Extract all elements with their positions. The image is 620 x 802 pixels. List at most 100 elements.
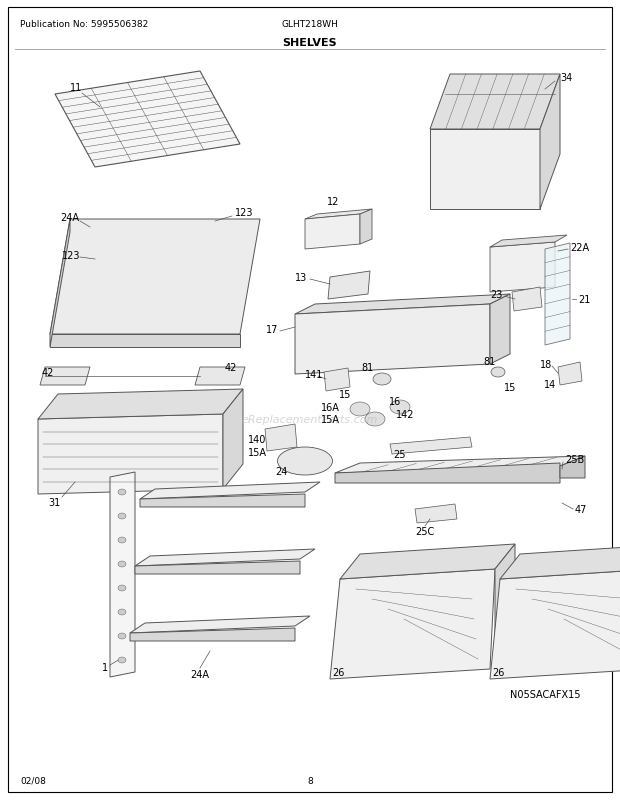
Polygon shape	[135, 561, 300, 574]
Text: 123: 123	[235, 208, 254, 217]
Polygon shape	[335, 456, 585, 473]
Polygon shape	[38, 415, 223, 494]
Polygon shape	[545, 244, 570, 346]
Polygon shape	[490, 236, 567, 248]
Polygon shape	[500, 545, 620, 579]
Polygon shape	[495, 545, 515, 659]
Text: 34: 34	[560, 73, 572, 83]
Text: GLHT218WH: GLHT218WH	[281, 20, 339, 29]
Text: 141: 141	[305, 370, 324, 379]
Polygon shape	[110, 472, 135, 677]
Text: 25C: 25C	[415, 526, 435, 537]
Ellipse shape	[278, 448, 332, 476]
Text: 15: 15	[339, 390, 351, 399]
Polygon shape	[305, 210, 372, 220]
Text: N05SACAFX15: N05SACAFX15	[510, 689, 580, 699]
Text: 16: 16	[389, 396, 401, 407]
Polygon shape	[295, 294, 510, 314]
Polygon shape	[324, 369, 350, 391]
Polygon shape	[305, 215, 360, 249]
Text: 25: 25	[394, 449, 406, 460]
Text: 42: 42	[42, 367, 55, 378]
Text: 142: 142	[396, 410, 414, 419]
Text: 14: 14	[544, 379, 556, 390]
Text: eReplacementParts.com: eReplacementParts.com	[242, 415, 378, 424]
Text: 17: 17	[265, 325, 278, 334]
Polygon shape	[415, 504, 457, 524]
Polygon shape	[335, 464, 560, 484]
Polygon shape	[490, 294, 510, 365]
Ellipse shape	[118, 489, 126, 496]
Text: 12: 12	[327, 196, 339, 207]
Text: 81: 81	[484, 357, 496, 367]
Polygon shape	[140, 482, 320, 500]
Text: SHELVES: SHELVES	[283, 38, 337, 48]
Polygon shape	[430, 75, 560, 130]
Text: 24: 24	[276, 467, 288, 476]
Polygon shape	[135, 549, 315, 566]
Polygon shape	[130, 616, 310, 634]
Polygon shape	[38, 390, 243, 419]
Polygon shape	[50, 220, 70, 347]
Text: 18: 18	[540, 359, 552, 370]
Text: 15A: 15A	[248, 448, 267, 457]
Ellipse shape	[390, 400, 410, 415]
Text: 24A: 24A	[60, 213, 79, 223]
Polygon shape	[328, 272, 370, 300]
Ellipse shape	[118, 585, 126, 591]
Ellipse shape	[491, 367, 505, 378]
Polygon shape	[295, 305, 490, 375]
Text: 22A: 22A	[570, 243, 589, 253]
Ellipse shape	[373, 374, 391, 386]
Text: 1: 1	[102, 662, 108, 672]
Ellipse shape	[118, 513, 126, 520]
Polygon shape	[390, 437, 472, 455]
Text: 25B: 25B	[565, 455, 584, 464]
Polygon shape	[558, 363, 582, 386]
Polygon shape	[50, 220, 260, 334]
Text: Publication No: 5995506382: Publication No: 5995506382	[20, 20, 148, 29]
Polygon shape	[223, 390, 243, 489]
Text: 11: 11	[70, 83, 82, 93]
Polygon shape	[265, 424, 297, 452]
Polygon shape	[430, 130, 540, 210]
Text: 26: 26	[492, 667, 504, 677]
Text: 15A: 15A	[321, 415, 340, 424]
Polygon shape	[540, 75, 560, 210]
Polygon shape	[195, 367, 245, 386]
Polygon shape	[140, 494, 305, 508]
Text: 15: 15	[504, 383, 516, 392]
Ellipse shape	[118, 537, 126, 543]
Text: 81: 81	[362, 363, 374, 373]
Text: 42: 42	[225, 363, 237, 373]
Text: 8: 8	[307, 776, 313, 785]
Polygon shape	[130, 628, 295, 642]
Text: 16A: 16A	[321, 403, 339, 412]
Ellipse shape	[118, 634, 126, 639]
Polygon shape	[490, 243, 555, 293]
Ellipse shape	[365, 412, 385, 427]
Text: 26: 26	[332, 667, 344, 677]
Ellipse shape	[118, 561, 126, 567]
Polygon shape	[340, 545, 515, 579]
Polygon shape	[40, 367, 90, 386]
Polygon shape	[360, 210, 372, 245]
Polygon shape	[50, 334, 240, 347]
Text: 23: 23	[490, 290, 502, 300]
Polygon shape	[490, 569, 620, 679]
Text: 140: 140	[248, 435, 267, 444]
Text: 02/08: 02/08	[20, 776, 46, 785]
Polygon shape	[512, 288, 542, 312]
Text: 123: 123	[62, 251, 81, 261]
Text: 21: 21	[578, 294, 590, 305]
Text: 24A: 24A	[190, 669, 210, 679]
Polygon shape	[55, 72, 240, 168]
Text: 13: 13	[295, 273, 308, 282]
Ellipse shape	[118, 610, 126, 615]
Polygon shape	[560, 456, 585, 479]
Polygon shape	[330, 569, 495, 679]
Ellipse shape	[350, 403, 370, 416]
Text: 47: 47	[575, 504, 587, 514]
Text: 31: 31	[48, 497, 60, 508]
Ellipse shape	[118, 657, 126, 663]
